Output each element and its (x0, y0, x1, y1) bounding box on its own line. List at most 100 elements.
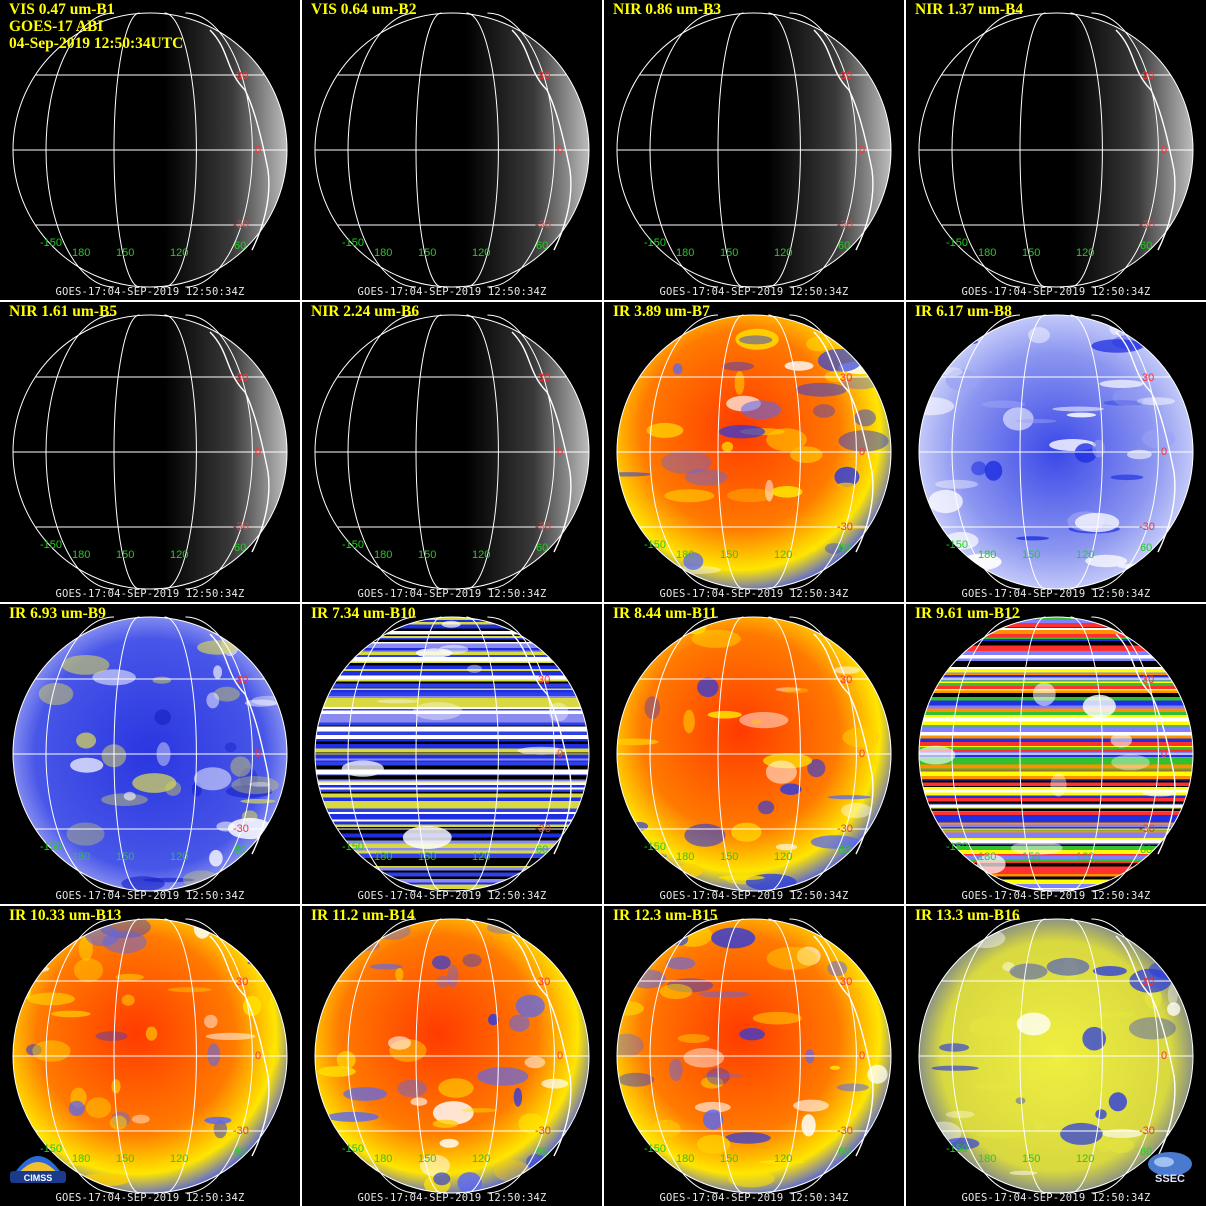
band-panel: 30 0 -30 -150 180 150 120 60 IR 6.17 um-B8 GOES-1… (906, 302, 1206, 602)
lon-label-180: 180 (978, 247, 996, 259)
lon-label-120e: 120 (1076, 247, 1094, 259)
lat-label-0: 0 (1161, 1050, 1167, 1062)
lon-label-150w: -150 (644, 841, 666, 853)
lon-label-60: 60 (536, 1146, 548, 1158)
band-panel: 30 0 -30 -150 180 150 120 60 IR 6.93 um-B9 GOES-1… (0, 604, 300, 904)
band-panel: 30 0 -30 -150 180 150 120 60 IR 13.3 um-B16 GOES-… (906, 906, 1206, 1206)
lat-label-30s: -30 (535, 219, 551, 231)
lon-label-180: 180 (676, 851, 694, 863)
lon-label-150e: 150 (116, 247, 134, 259)
band-title: VIS 0.47 um-B1 (9, 1, 115, 18)
lat-label-0: 0 (255, 1050, 261, 1062)
panel-footer-timestamp: GOES-17:04-SEP-2019 12:50:34Z (55, 1192, 245, 1204)
lat-label-30s: -30 (535, 1125, 551, 1137)
lat-label-30n: 30 (538, 674, 550, 686)
lat-label-0: 0 (859, 748, 865, 760)
lon-label-150w: -150 (40, 237, 62, 249)
lon-label-180: 180 (978, 851, 996, 863)
earth-disk-image: 30 0 -30 -150 180 150 120 60 (918, 918, 1194, 1194)
lon-label-60: 60 (1140, 1146, 1152, 1158)
lon-label-120e: 120 (472, 549, 490, 561)
lat-label-30s: -30 (233, 521, 249, 533)
earth-disk-image: 30 0 -30 -150 180 150 120 60 (314, 12, 590, 288)
panel-footer-timestamp: GOES-17:04-SEP-2019 12:50:34Z (961, 890, 1151, 902)
coastline (209, 935, 270, 1157)
lat-label-0: 0 (255, 446, 261, 458)
lon-label-150e: 150 (1022, 1153, 1040, 1165)
lon-label-120e: 120 (472, 247, 490, 259)
lon-label-60: 60 (536, 542, 548, 554)
lon-label-180: 180 (374, 1153, 392, 1165)
panel-footer-timestamp: GOES-17:04-SEP-2019 12:50:34Z (55, 890, 245, 902)
lat-label-0: 0 (1161, 144, 1167, 156)
panel-footer-timestamp: GOES-17:04-SEP-2019 12:50:34Z (961, 588, 1151, 600)
lon-label-180: 180 (978, 549, 996, 561)
band-title: IR 7.34 um-B10 (311, 605, 416, 622)
lat-label-30n: 30 (538, 372, 550, 384)
lat-label-0: 0 (557, 1050, 563, 1062)
lat-label-30s: -30 (837, 219, 853, 231)
lon-label-60: 60 (838, 542, 850, 554)
lat-label-30s: -30 (1139, 219, 1155, 231)
band-panel: 30 0 -30 -150 180 150 120 60 IR 12.3 um-B15 GOES-… (604, 906, 904, 1206)
lat-label-0: 0 (557, 144, 563, 156)
lon-label-60: 60 (1140, 240, 1152, 252)
earth-disk-image: 30 0 -30 -150 180 150 120 60 (616, 616, 892, 892)
coastline (209, 29, 270, 251)
band-title: IR 10.33 um-B13 (9, 907, 122, 924)
band-title: IR 11.2 um-B14 (311, 907, 415, 924)
panel-footer-timestamp: GOES-17:04-SEP-2019 12:50:34Z (659, 588, 849, 600)
panel-footer-timestamp: GOES-17:04-SEP-2019 12:50:34Z (659, 890, 849, 902)
lon-label-150e: 150 (116, 549, 134, 561)
lon-label-150e: 150 (418, 549, 436, 561)
lon-label-180: 180 (676, 549, 694, 561)
coastline (1115, 633, 1176, 855)
band-panel: 30 0 -30 -150 180 150 120 60 NIR 1.61 um-B5 GOES-… (0, 302, 300, 602)
lon-label-120e: 120 (170, 1153, 188, 1165)
lat-label-30n: 30 (1142, 674, 1154, 686)
band-panel: 30 0 -30 -150 180 150 120 60 NIR 2.24 um-B6 GOES-… (302, 302, 602, 602)
lon-label-60: 60 (536, 240, 548, 252)
band-panel: 30 0 -30 -150 180 150 120 60 IR 7.34 um-B10 GOES-… (302, 604, 602, 904)
lat-label-0: 0 (859, 446, 865, 458)
cimss-logo: CIMSS (10, 1156, 66, 1183)
earth-disk-image: 30 0 -30 -150 180 150 120 60 (616, 918, 892, 1194)
earth-disk-image: 30 0 -30 -150 180 150 120 60 (12, 12, 288, 288)
lat-label-30s: -30 (233, 1125, 249, 1137)
panel-footer-timestamp: GOES-17:04-SEP-2019 12:50:34Z (961, 286, 1151, 298)
lat-label-30n: 30 (840, 674, 852, 686)
lon-label-150w: -150 (40, 539, 62, 551)
band-title: IR 3.89 um-B7 (613, 303, 710, 320)
lon-label-150e: 150 (1022, 247, 1040, 259)
lon-label-120e: 120 (472, 851, 490, 863)
lon-label-180: 180 (374, 851, 392, 863)
lat-label-30n: 30 (1142, 70, 1154, 82)
band-panel: 30 0 -30 -150 180 150 120 60 VIS 0.47 um-B1 GOES-… (0, 0, 300, 300)
satellite-label: GOES-17 ABI (9, 18, 104, 35)
panel-footer-timestamp: GOES-17:04-SEP-2019 12:50:34Z (961, 1192, 1151, 1204)
lon-label-180: 180 (72, 851, 90, 863)
lon-label-60: 60 (536, 844, 548, 856)
lat-label-30n: 30 (538, 976, 550, 988)
earth-disk-image: 30 0 -30 -150 180 150 120 60 (616, 314, 892, 590)
lat-label-30s: -30 (1139, 823, 1155, 835)
lon-label-150e: 150 (720, 1153, 738, 1165)
panel-footer-timestamp: GOES-17:04-SEP-2019 12:50:34Z (55, 588, 245, 600)
panel-footer-timestamp: GOES-17:04-SEP-2019 12:50:34Z (357, 1192, 547, 1204)
panel-footer-timestamp: GOES-17:04-SEP-2019 12:50:34Z (55, 286, 245, 298)
panel-footer-timestamp: GOES-17:04-SEP-2019 12:50:34Z (659, 1192, 849, 1204)
lon-label-120e: 120 (170, 549, 188, 561)
panel-footer-timestamp: GOES-17:04-SEP-2019 12:50:34Z (357, 286, 547, 298)
lon-label-150w: -150 (342, 1143, 364, 1155)
lon-label-150w: -150 (644, 539, 666, 551)
lon-label-150e: 150 (1022, 851, 1040, 863)
lon-label-120e: 120 (1076, 1153, 1094, 1165)
lat-label-30n: 30 (840, 976, 852, 988)
band-title: VIS 0.64 um-B2 (311, 1, 417, 18)
lon-label-150e: 150 (720, 549, 738, 561)
lat-label-30n: 30 (236, 674, 248, 686)
coastline (813, 633, 874, 855)
band-panel: 30 0 -30 -150 180 150 120 60 IR 3.89 um-B7 GOES-1… (604, 302, 904, 602)
lat-label-30s: -30 (233, 219, 249, 231)
lon-label-120e: 120 (774, 851, 792, 863)
